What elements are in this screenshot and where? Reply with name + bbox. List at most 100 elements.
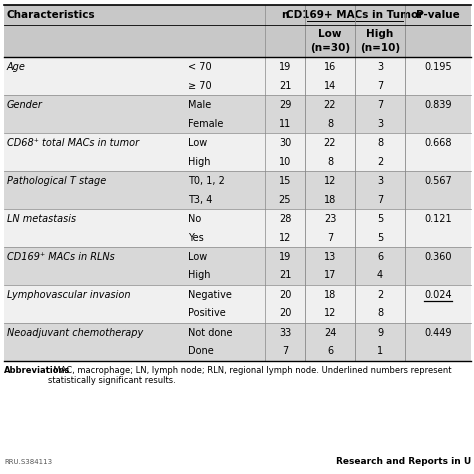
Text: Female: Female	[188, 118, 223, 128]
Text: 30: 30	[279, 137, 291, 147]
Text: Research and Reports in U: Research and Reports in U	[336, 457, 471, 466]
Text: RRU.S384113: RRU.S384113	[4, 459, 52, 465]
Text: 3: 3	[377, 118, 383, 128]
Text: 19: 19	[279, 62, 291, 72]
Text: 0.360: 0.360	[424, 252, 452, 262]
Text: 3: 3	[377, 175, 383, 185]
Text: 12: 12	[324, 175, 336, 185]
Text: 28: 28	[279, 213, 291, 224]
Text: 7: 7	[282, 346, 288, 356]
Text: 8: 8	[377, 309, 383, 319]
Bar	[4, 95, 471, 133]
Text: 24: 24	[324, 328, 336, 337]
Text: High: High	[188, 156, 210, 166]
Text: Not done: Not done	[188, 328, 233, 337]
Text: Done: Done	[188, 346, 214, 356]
Text: 6: 6	[327, 346, 333, 356]
Text: Neoadjuvant chemotherapy: Neoadjuvant chemotherapy	[7, 328, 143, 337]
Text: 0.839: 0.839	[424, 100, 452, 109]
Text: 7: 7	[377, 100, 383, 109]
Text: 17: 17	[324, 271, 336, 281]
Bar	[4, 57, 471, 95]
Text: 0.121: 0.121	[424, 213, 452, 224]
Text: 8: 8	[327, 118, 333, 128]
Text: 22: 22	[324, 100, 336, 109]
Text: 8: 8	[327, 156, 333, 166]
Text: ≥ 70: ≥ 70	[188, 81, 211, 91]
Text: 0.567: 0.567	[424, 175, 452, 185]
Text: 9: 9	[377, 328, 383, 337]
Text: 10: 10	[279, 156, 291, 166]
Text: Pathological T stage: Pathological T stage	[7, 175, 106, 185]
Text: 5: 5	[377, 213, 383, 224]
Text: 29: 29	[279, 100, 291, 109]
Text: CD169⁺ MACs in RLNs: CD169⁺ MACs in RLNs	[7, 252, 115, 262]
Text: < 70: < 70	[188, 62, 211, 72]
Text: P-value: P-value	[416, 10, 460, 20]
Text: 7: 7	[377, 81, 383, 91]
Text: Male: Male	[188, 100, 211, 109]
Text: 33: 33	[279, 328, 291, 337]
Bar	[4, 171, 471, 209]
Text: 0.668: 0.668	[424, 137, 452, 147]
Text: No: No	[188, 213, 201, 224]
Text: 2: 2	[377, 290, 383, 300]
Text: 0.449: 0.449	[424, 328, 452, 337]
Text: 12: 12	[324, 309, 336, 319]
Text: 4: 4	[377, 271, 383, 281]
Text: Abbreviations: Abbreviations	[4, 366, 70, 375]
Text: Gender: Gender	[7, 100, 43, 109]
Text: 11: 11	[279, 118, 291, 128]
Text: 20: 20	[279, 290, 291, 300]
Text: 20: 20	[279, 309, 291, 319]
Bar	[4, 25, 471, 57]
Bar	[4, 323, 471, 361]
Text: 1: 1	[377, 346, 383, 356]
Text: 18: 18	[324, 290, 336, 300]
Text: Low
(n=30): Low (n=30)	[310, 29, 350, 53]
Text: 23: 23	[324, 213, 336, 224]
Text: 3: 3	[377, 62, 383, 72]
Text: n: n	[281, 10, 289, 20]
Text: 5: 5	[377, 233, 383, 243]
Text: 15: 15	[279, 175, 291, 185]
Bar	[4, 247, 471, 285]
Text: T0, 1, 2: T0, 1, 2	[188, 175, 225, 185]
Text: 7: 7	[377, 194, 383, 204]
Text: 12: 12	[279, 233, 291, 243]
Text: 21: 21	[279, 271, 291, 281]
Text: 2: 2	[377, 156, 383, 166]
Text: CD68⁺ total MACs in tumor: CD68⁺ total MACs in tumor	[7, 137, 139, 147]
Text: LN metastasis: LN metastasis	[7, 213, 76, 224]
Text: Low: Low	[188, 252, 207, 262]
Text: 16: 16	[324, 62, 336, 72]
Text: 22: 22	[324, 137, 336, 147]
Text: T3, 4: T3, 4	[188, 194, 212, 204]
Text: Negative: Negative	[188, 290, 232, 300]
Text: Positive: Positive	[188, 309, 226, 319]
Bar	[4, 285, 471, 323]
Text: 21: 21	[279, 81, 291, 91]
Text: Characteristics: Characteristics	[7, 10, 96, 20]
Text: 8: 8	[377, 137, 383, 147]
Text: 14: 14	[324, 81, 336, 91]
Text: CD169+ MACs in Tumor: CD169+ MACs in Tumor	[286, 10, 424, 20]
Text: Age: Age	[7, 62, 26, 72]
Text: 6: 6	[377, 252, 383, 262]
Bar	[4, 133, 471, 171]
Text: : MAC, macrophage; LN, lymph node; RLN, regional lymph node. Underlined numbers : : MAC, macrophage; LN, lymph node; RLN, …	[47, 366, 451, 385]
Bar	[4, 5, 471, 25]
Text: High: High	[188, 271, 210, 281]
Text: 18: 18	[324, 194, 336, 204]
Text: 25: 25	[279, 194, 291, 204]
Text: 7: 7	[327, 233, 333, 243]
Bar	[4, 209, 471, 247]
Text: Lymphovascular invasion: Lymphovascular invasion	[7, 290, 130, 300]
Text: 0.024: 0.024	[424, 290, 452, 300]
Text: 0.195: 0.195	[424, 62, 452, 72]
Text: Low: Low	[188, 137, 207, 147]
Text: 13: 13	[324, 252, 336, 262]
Text: Yes: Yes	[188, 233, 204, 243]
Text: 19: 19	[279, 252, 291, 262]
Text: High
(n=10): High (n=10)	[360, 29, 400, 53]
